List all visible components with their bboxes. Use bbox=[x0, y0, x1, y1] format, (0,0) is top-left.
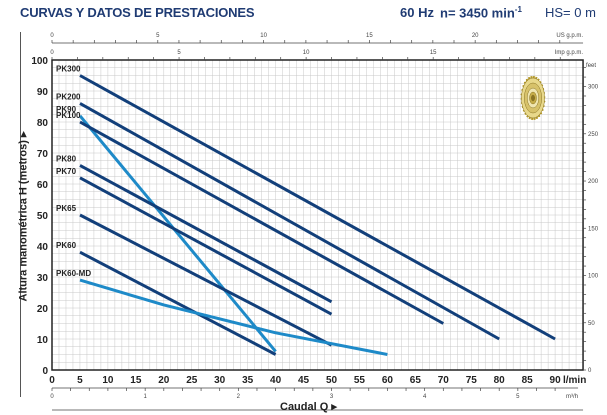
curve-label-pk65: PK65 bbox=[56, 204, 77, 213]
m3h-tick-label: 1 bbox=[143, 394, 147, 400]
curve-label-pk300: PK300 bbox=[56, 65, 81, 74]
curve-pk65 bbox=[79, 213, 333, 347]
x-tick-label: 85 bbox=[522, 375, 534, 386]
feet-tick-label: 250 bbox=[588, 132, 599, 138]
y-tick-label: 0 bbox=[42, 366, 48, 377]
x-tick-label: 50 bbox=[326, 375, 338, 386]
plot-frame bbox=[51, 59, 584, 371]
x-tick-label: 65 bbox=[410, 375, 422, 386]
imp-gpm-tick-label: 10 bbox=[303, 50, 310, 56]
x-tick-label: 70 bbox=[438, 375, 450, 386]
y-axis-label: Altura manométrica H (metros) ▸ bbox=[17, 131, 30, 302]
imp-gpm-tick-label: 0 bbox=[50, 50, 54, 56]
x-tick-label: 15 bbox=[130, 375, 142, 386]
x-tick-label: 25 bbox=[186, 375, 198, 386]
curve-label-pk60: PK60 bbox=[56, 241, 77, 250]
y-tick-label: 40 bbox=[37, 242, 49, 253]
hs-label: HS= 0 m bbox=[545, 5, 596, 20]
x-unit-label: l/min bbox=[563, 375, 586, 386]
impeller-icon bbox=[520, 75, 546, 121]
x-tick-label: 75 bbox=[466, 375, 478, 386]
x-tick-label: 45 bbox=[298, 375, 310, 386]
curve-label-pk80: PK80 bbox=[56, 154, 77, 163]
us-gpm-tick-label: 10 bbox=[260, 33, 267, 39]
curve-pk60 bbox=[79, 250, 277, 356]
frequency-label: 60 Hz bbox=[400, 5, 434, 20]
x-tick-label: 60 bbox=[382, 375, 394, 386]
feet-tick-label: 300 bbox=[588, 85, 599, 91]
feet-unit-label: feet bbox=[586, 63, 596, 69]
curve-pk70 bbox=[79, 176, 333, 316]
us-gpm-tick-label: 5 bbox=[156, 33, 160, 39]
y-tick-label: 80 bbox=[37, 118, 49, 129]
feet-tick-label: 200 bbox=[588, 179, 599, 185]
us-gpm-tick-label: 0 bbox=[50, 33, 54, 39]
y-tick-label: 90 bbox=[37, 87, 49, 98]
curve-pk90 bbox=[78, 114, 277, 353]
x-axis-label: Caudal Q ▸ bbox=[280, 401, 337, 413]
x-tick-label: 90 bbox=[550, 375, 562, 386]
x-tick-label: 35 bbox=[242, 375, 254, 386]
imp-gpm-unit-label: Imp g.p.m. bbox=[555, 50, 584, 56]
x-tick-label: 80 bbox=[494, 375, 506, 386]
x-tick-label: 30 bbox=[214, 375, 226, 386]
x-tick-label: 20 bbox=[158, 375, 170, 386]
chart-title: CURVAS Y DATOS DE PRESTACIONES bbox=[20, 5, 255, 20]
frame-left-line bbox=[20, 32, 21, 397]
curve-pk200 bbox=[79, 102, 500, 341]
speed-label: n= 3450 min-1 bbox=[440, 5, 522, 21]
feet-tick-label: 50 bbox=[588, 321, 595, 327]
curve-pk80 bbox=[79, 164, 333, 304]
m3h-unit-label: m³/h bbox=[566, 394, 578, 400]
x-tick-label: 40 bbox=[270, 375, 282, 386]
m3h-tick-label: 0 bbox=[50, 394, 54, 400]
curve-label-pk90: PK90 bbox=[56, 105, 77, 114]
x-tick-label: 10 bbox=[102, 375, 114, 386]
feet-tick-label: 0 bbox=[588, 368, 592, 374]
y-tick-label: 100 bbox=[31, 56, 48, 67]
us-gpm-unit-label: US g.p.m. bbox=[556, 33, 583, 39]
y-tick-label: 70 bbox=[37, 149, 49, 160]
y-tick-label: 10 bbox=[37, 335, 49, 346]
y-tick-label: 50 bbox=[37, 211, 49, 222]
curve-pk300 bbox=[79, 74, 556, 341]
x-tick-label: 55 bbox=[354, 375, 366, 386]
x-tick-label: 0 bbox=[49, 375, 55, 386]
imp-gpm-tick-label: 5 bbox=[177, 50, 181, 56]
curve-label-pk200: PK200 bbox=[56, 92, 81, 101]
imp-gpm-tick-label: 15 bbox=[430, 50, 437, 56]
curve-label-pk70: PK70 bbox=[56, 167, 77, 176]
y-tick-label: 20 bbox=[37, 304, 49, 315]
y-tick-label: 60 bbox=[37, 180, 49, 191]
m3h-tick-label: 3 bbox=[330, 394, 334, 400]
m3h-tick-label: 2 bbox=[237, 394, 241, 400]
curve-label-pk60-md: PK60-MD bbox=[56, 269, 91, 278]
m3h-tick-label: 4 bbox=[423, 394, 427, 400]
feet-tick-label: 100 bbox=[588, 274, 599, 280]
curve-pk100 bbox=[79, 120, 445, 325]
curve-pk60-md bbox=[79, 278, 388, 356]
us-gpm-tick-label: 20 bbox=[472, 33, 479, 39]
feet-tick-label: 150 bbox=[588, 226, 599, 232]
us-gpm-tick-label: 15 bbox=[366, 33, 373, 39]
curve-label-pk100: PK100 bbox=[56, 111, 81, 120]
m3h-tick-label: 5 bbox=[516, 394, 520, 400]
y-tick-label: 30 bbox=[37, 273, 49, 284]
x-tick-label: 5 bbox=[77, 375, 83, 386]
